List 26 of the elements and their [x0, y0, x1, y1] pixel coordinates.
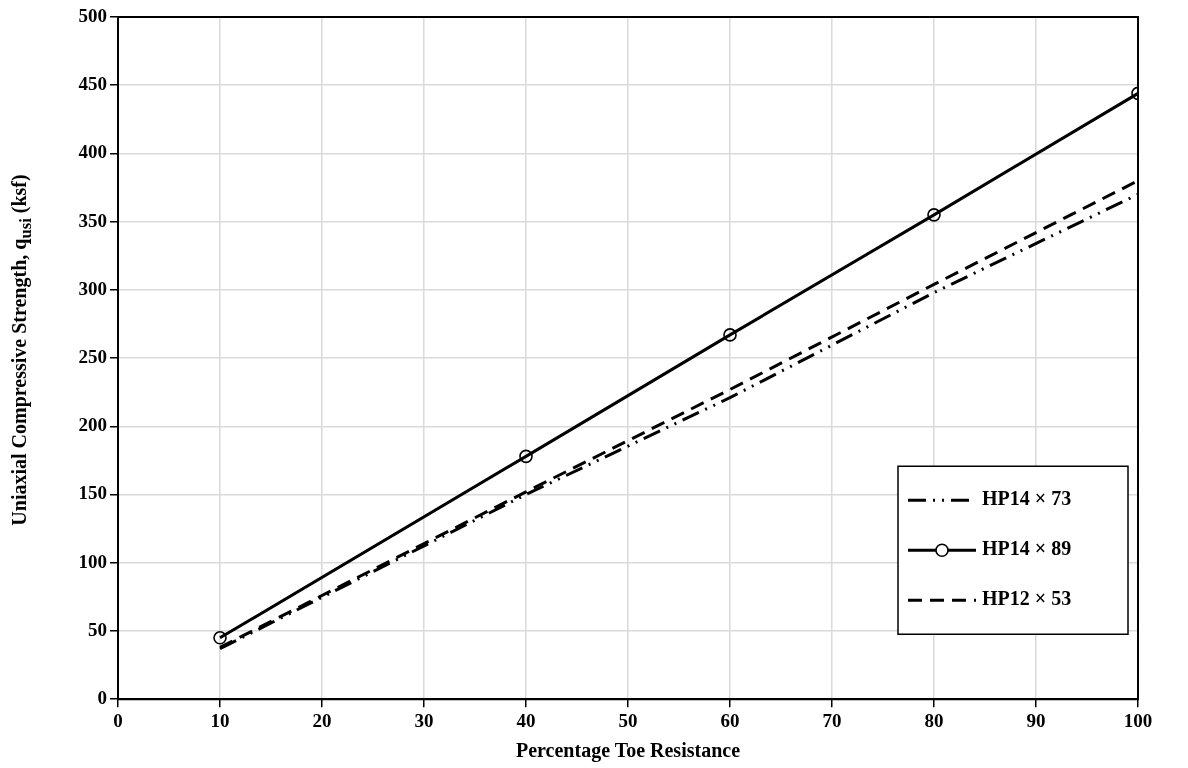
y-tick-label: 250: [78, 346, 107, 368]
x-tick-label: 20: [312, 709, 332, 731]
x-tick-label: 90: [1026, 709, 1046, 731]
y-tick-label: 500: [78, 4, 107, 26]
y-tick-label: 150: [78, 482, 107, 504]
y-tick-label: 450: [78, 73, 107, 95]
legend-label: HP14 × 73: [982, 487, 1072, 510]
x-tick-label: 40: [516, 709, 536, 731]
x-tick-label: 10: [210, 709, 230, 731]
legend-label: HP12 × 53: [982, 587, 1072, 610]
x-tick-label: 0: [113, 709, 123, 731]
y-tick-label: 400: [78, 141, 107, 163]
y-tick-label: 200: [78, 414, 107, 436]
legend-label: HP14 × 89: [982, 537, 1072, 560]
y-tick-label: 100: [78, 550, 107, 572]
y-tick-label: 300: [78, 277, 107, 299]
y-tick-label: 50: [88, 618, 107, 640]
x-tick-label: 60: [720, 709, 740, 731]
x-axis-title: Percentage Toe Resistance: [515, 739, 741, 763]
x-tick-label: 50: [618, 709, 638, 731]
x-tick-label: 30: [414, 709, 434, 731]
y-tick-label: 350: [78, 209, 107, 231]
x-tick-label: 70: [822, 709, 842, 731]
y-tick-label: 0: [97, 687, 107, 709]
x-tick-label: 100: [1123, 709, 1153, 731]
x-tick-label: 80: [924, 709, 944, 731]
